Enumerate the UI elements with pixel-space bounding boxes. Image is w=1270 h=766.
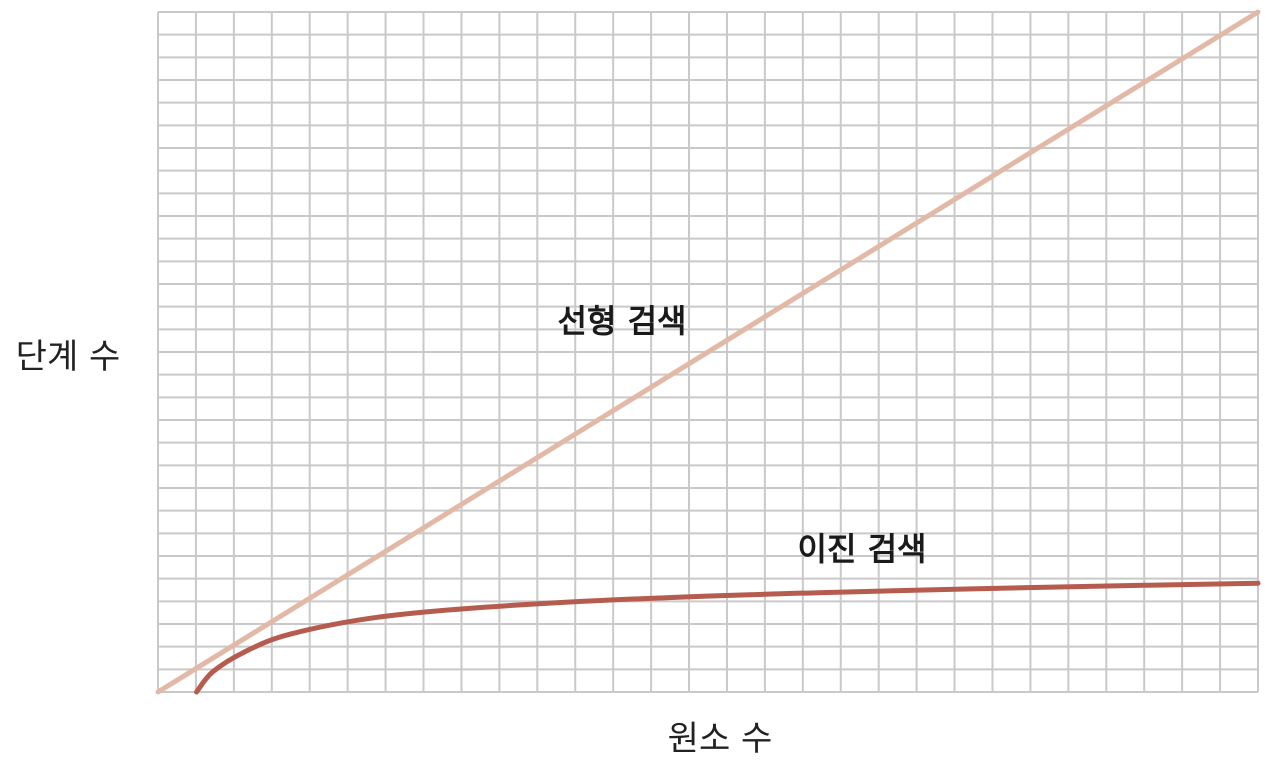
series-label-binary: 이진 검색 (798, 530, 927, 568)
x-axis-label: 원소 수 (668, 719, 773, 759)
series-line-linear-search (155, 9, 1261, 695)
grid (157, 11, 1259, 693)
series-label-linear: 선형 검색 (558, 302, 687, 340)
series-layer (155, 9, 1261, 695)
series-line-binary-search (194, 580, 1261, 695)
y-axis-label: 단계 수 (16, 337, 121, 377)
